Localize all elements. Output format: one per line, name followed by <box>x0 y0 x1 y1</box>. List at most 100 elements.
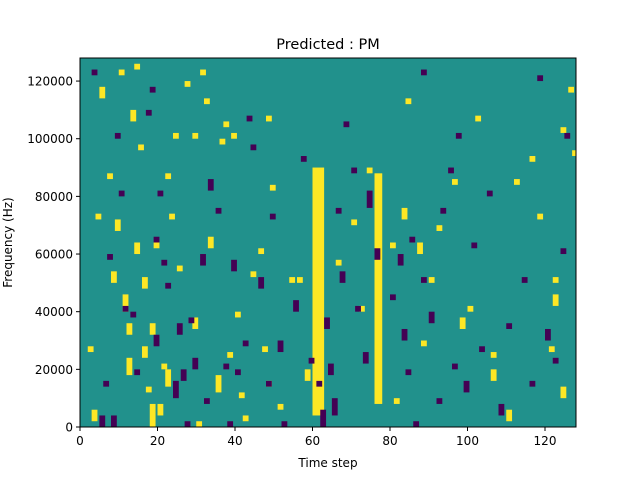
heatmap-cell-low <box>374 248 381 260</box>
heatmap-cell-low <box>545 328 551 341</box>
heatmap-cell-high <box>114 219 121 231</box>
heatmap-cell-high <box>157 403 164 416</box>
heatmap-cell-low <box>440 207 447 214</box>
heatmap-cell-high <box>459 317 466 329</box>
y-tick-label: 80000 <box>35 190 73 204</box>
heatmap-cell-high <box>269 184 276 191</box>
heatmap-cell-high <box>552 277 559 283</box>
heatmap-cell-high <box>227 352 234 358</box>
heatmap-cell-high <box>238 392 245 399</box>
heatmap-cell-low <box>521 277 528 283</box>
y-axis: 0 20000 40000 60000 80000 100000 120000 <box>27 75 80 435</box>
heatmap-cell-high <box>118 69 125 76</box>
heatmap-cell-low <box>351 167 358 174</box>
heatmap-cell-low <box>339 271 346 283</box>
heatmap-cell-high <box>351 219 358 226</box>
heatmap-cell-low <box>479 346 485 353</box>
y-tick-label: 100000 <box>27 132 73 146</box>
heatmap-cell-high <box>184 81 191 87</box>
heatmap-cell-low <box>176 323 183 335</box>
heatmap-cell-low <box>552 357 559 364</box>
heatmap-cell-low <box>455 132 462 139</box>
heatmap-cell-low <box>130 311 137 318</box>
heatmap-cell-high <box>428 277 435 283</box>
heatmap-cell-low <box>215 207 222 214</box>
heatmap-cell-low <box>486 190 493 197</box>
heatmap-cell-high <box>262 346 268 353</box>
heatmap-cell-low <box>153 236 160 243</box>
heatmap-cell-low <box>471 242 478 249</box>
heatmap-cell-low <box>331 398 338 416</box>
heatmap-cell-low <box>436 398 443 404</box>
heatmap-cell-low <box>355 305 361 312</box>
heatmap-cell-low <box>165 282 172 289</box>
heatmap-cell-low <box>506 323 513 329</box>
heatmap-cell-high <box>537 213 544 220</box>
heatmap-cell-high <box>548 346 555 353</box>
heatmap-cell-high <box>560 386 567 399</box>
heatmap-cell-high <box>176 265 183 272</box>
heatmap-cell-high <box>95 213 102 220</box>
heatmap-cell-high <box>149 323 156 335</box>
heatmap-cell-high <box>366 167 373 174</box>
heatmap-cell-low <box>421 277 427 283</box>
x-tick-label: 60 <box>305 434 320 448</box>
heatmap-cell-high <box>111 271 117 283</box>
heatmap-cell-low <box>153 334 160 347</box>
heatmap-cell-high <box>169 213 175 220</box>
chart-title: Predicted : PM <box>276 37 379 53</box>
heatmap-cell-high <box>149 403 156 427</box>
heatmap-cell-high <box>126 323 133 335</box>
x-tick-label: 40 <box>227 434 242 448</box>
heatmap-cell-high <box>475 115 482 122</box>
y-tick-label: 40000 <box>35 305 73 319</box>
heatmap-cell-low <box>390 294 396 301</box>
heatmap-cell-low <box>452 363 458 370</box>
heatmap-cell-high <box>266 115 272 122</box>
heatmap-cell-high <box>552 294 559 306</box>
heatmap-cell-low <box>277 340 284 353</box>
heatmap-cell-high <box>467 305 474 312</box>
x-axis: 0 20 40 60 80 100 120 <box>76 427 556 448</box>
heatmap-cell-low <box>227 421 234 427</box>
heatmap-cell-high <box>161 363 168 370</box>
heatmap-cell-high <box>436 225 443 231</box>
heatmap-cell-high <box>452 179 458 185</box>
heatmap-cell-high <box>297 277 303 283</box>
heatmap-cell-low <box>122 305 129 312</box>
heatmap-cell-low <box>343 121 350 128</box>
heatmap-cell-high <box>219 138 226 145</box>
heatmap-cell-high <box>235 311 241 318</box>
heatmap-cell-high <box>490 352 497 358</box>
heatmap-cell-high <box>568 86 575 93</box>
heatmap-cell-low <box>428 311 435 324</box>
heatmap-cell-high <box>173 132 179 139</box>
y-tick-label: 60000 <box>35 248 73 262</box>
heatmap-cell-low <box>529 380 536 387</box>
heatmap-cell-high <box>277 403 284 410</box>
heatmap-cell-high <box>405 98 412 105</box>
heatmap-cell-high <box>91 409 98 422</box>
heatmap-cell-high <box>359 305 365 312</box>
heatmap-cell-low <box>157 190 164 197</box>
y-tick-label: 0 <box>65 421 73 435</box>
heatmap-cell-high <box>107 173 113 180</box>
heatmap-cell-low <box>409 236 416 243</box>
heatmap-cell-low <box>207 179 214 191</box>
heatmap-cell-low <box>111 415 117 427</box>
heatmap-cell-low <box>328 363 334 376</box>
heatmap-cell-high <box>142 346 148 358</box>
heatmap-cell-low <box>145 109 152 116</box>
heatmap-cell-low <box>231 259 237 272</box>
heatmap-cell-low <box>448 167 454 174</box>
heatmap-cell-low <box>91 69 98 76</box>
heatmap-cell-high <box>204 98 210 105</box>
heatmap-cell-low <box>242 340 249 347</box>
heatmap-cell-low <box>188 317 195 324</box>
heatmap-cell-low <box>537 75 544 82</box>
heatmap-cell-low <box>200 254 206 266</box>
heatmap-cell-high <box>165 173 172 180</box>
heatmap-cell-high <box>250 271 257 278</box>
x-tick-label: 100 <box>456 434 479 448</box>
x-tick-label: 80 <box>382 434 397 448</box>
